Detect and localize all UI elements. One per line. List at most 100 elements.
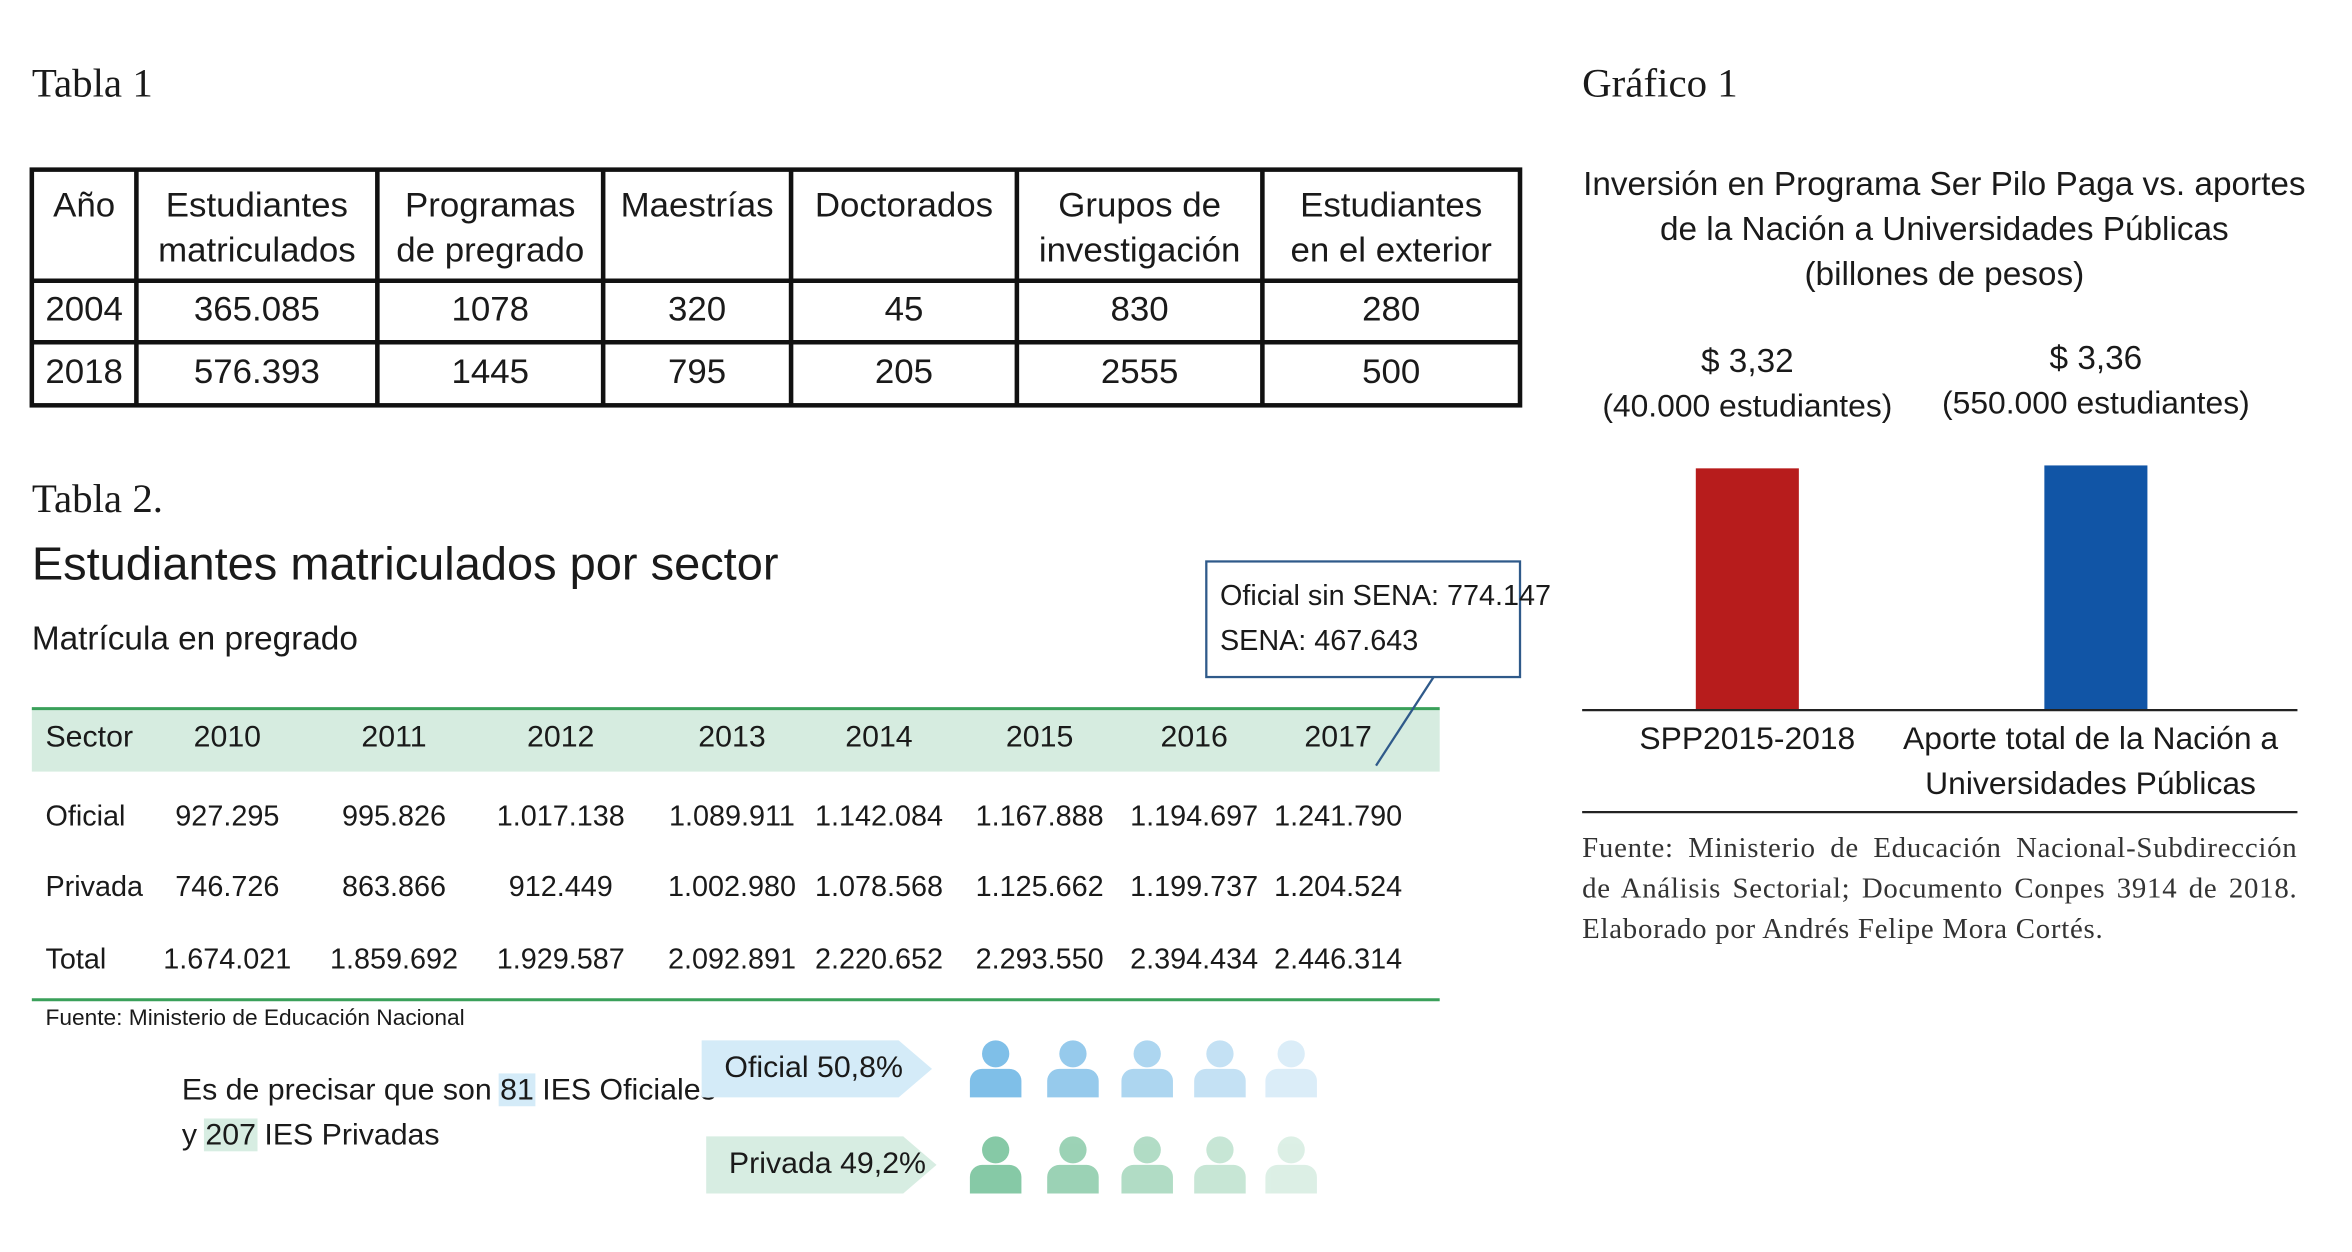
column-header: 2012	[527, 721, 594, 754]
bar	[1695, 468, 1799, 711]
table-cell: 830	[1111, 291, 1169, 329]
table-cell: 912.449	[509, 871, 613, 903]
table-cell: 2.446.314	[1274, 943, 1402, 975]
table-source: Fuente: Ministerio de Educación Nacional	[45, 1005, 464, 1030]
person-icon	[1194, 1136, 1246, 1194]
table-cell: 2.293.550	[976, 943, 1104, 975]
column-header: 2010	[194, 721, 261, 754]
chart-label: Gráfico 1	[1582, 61, 1738, 106]
icon-head	[1059, 1136, 1087, 1164]
annotation: (550.000 estudiantes)	[1942, 385, 2250, 421]
table-cell: 863.866	[342, 871, 446, 903]
highlight	[203, 1118, 258, 1152]
table-cell: 205	[875, 353, 933, 391]
column-header: Estudiantes	[166, 186, 348, 224]
icon-head	[1133, 1136, 1161, 1164]
share-label: Privada 49,2%	[729, 1147, 926, 1180]
note-line: y 207 IES Privadas	[182, 1118, 440, 1151]
callout-box	[1205, 560, 1522, 679]
table-cell: 2.092.891	[668, 943, 796, 975]
note-part: IES Privadas	[256, 1118, 440, 1151]
icon-body	[1194, 1068, 1246, 1098]
table-cell: 280	[1362, 291, 1420, 329]
note-part: IES Oficiales	[534, 1073, 716, 1106]
table-cell: 2004	[45, 291, 123, 329]
icon-body	[1047, 1068, 1099, 1098]
person-icon	[1121, 1040, 1173, 1098]
table-cell: 2555	[1101, 353, 1179, 391]
table-cell: 500	[1362, 353, 1420, 391]
column-header: 2011	[361, 721, 426, 754]
highlight	[498, 1073, 536, 1107]
table-cell: 2018	[45, 353, 123, 391]
table-cell: 1.017.138	[497, 801, 625, 833]
table-cell: 795	[668, 353, 726, 391]
table-cell: 1.125.662	[976, 871, 1104, 903]
icon-head	[1206, 1040, 1234, 1068]
column-header: 2014	[845, 721, 912, 754]
chart-title: Inversión en Programa Ser Pilo Paga vs. …	[1583, 166, 2305, 203]
annotation: (40.000 estudiantes)	[1602, 388, 1892, 424]
share-arrow	[706, 1136, 937, 1194]
icon-body	[1047, 1164, 1099, 1194]
person-icon	[1047, 1136, 1099, 1194]
icon-head	[1133, 1040, 1161, 1068]
table-cell: 1.089.911	[669, 801, 795, 833]
table-cell: 1.194.697	[1130, 801, 1258, 833]
column-header: en el exterior	[1290, 231, 1491, 269]
icon-body	[1121, 1068, 1173, 1098]
callout-text: Oficial sin SENA: 774.147	[1220, 580, 1551, 612]
table-cell: 365.085	[194, 291, 320, 329]
icon-body	[1265, 1068, 1317, 1098]
icon-body	[1265, 1164, 1317, 1194]
table-cell: 1.859.692	[330, 943, 458, 975]
x-tick-label: SPP2015-2018	[1639, 722, 1856, 757]
table-cell: 45	[885, 291, 924, 329]
column-header: Estudiantes	[1300, 186, 1482, 224]
table-cell: 995.826	[342, 801, 446, 833]
table-cell: 927.295	[175, 801, 279, 833]
chart-source: Fuente: Ministerio de Educación Nacional…	[1582, 833, 2298, 946]
column-header: 2016	[1160, 721, 1227, 754]
table-cell: 1.167.888	[976, 801, 1104, 833]
column-header: investigación	[1039, 231, 1240, 269]
share-label: Oficial 50,8%	[724, 1051, 903, 1084]
table-cell: 1.078.568	[815, 871, 943, 903]
table-cell: 2.220.652	[815, 943, 943, 975]
column-header: Grupos de	[1058, 186, 1221, 224]
header-band	[31, 708, 1440, 772]
table-title: Estudiantes matriculados por sector	[32, 538, 779, 590]
icon-head	[1206, 1136, 1234, 1164]
column-header: matriculados	[158, 231, 356, 269]
table-border	[29, 167, 1523, 408]
table-cell: 1.204.524	[1274, 871, 1402, 903]
table-cell: 1.002.980	[668, 871, 796, 903]
column-header: Maestrías	[621, 186, 774, 224]
share-arrow	[701, 1040, 933, 1098]
person-icon	[1265, 1136, 1317, 1194]
table-cell: Total	[45, 943, 106, 975]
value-label: $ 3,36	[2050, 340, 2143, 377]
person-icon	[1047, 1040, 1099, 1098]
column-header: 2017	[1304, 721, 1371, 754]
table-cell: 1.142.084	[815, 801, 943, 833]
table-cell: 1.929.587	[497, 943, 625, 975]
person-icon	[1194, 1040, 1246, 1098]
icon-head	[982, 1040, 1010, 1068]
column-header: de pregrado	[396, 231, 584, 269]
table-cell: 1.241.790	[1274, 801, 1402, 833]
table-label: Tabla 2.	[32, 476, 163, 521]
table-cell: 2.394.434	[1130, 943, 1258, 975]
callout-text: SENA: 467.643	[1220, 625, 1418, 657]
value-label: $ 3,32	[1701, 343, 1794, 380]
column-header: 2013	[698, 721, 765, 754]
person-icon	[969, 1136, 1022, 1194]
note-part: 207	[205, 1118, 256, 1151]
table-cell: 1.199.737	[1130, 871, 1258, 903]
table-label: Tabla 1	[32, 61, 153, 106]
column-header: Sector	[45, 721, 133, 754]
icon-body	[1121, 1164, 1173, 1194]
column-header: Programas	[405, 186, 575, 224]
table-cell: 1.674.021	[163, 943, 291, 975]
